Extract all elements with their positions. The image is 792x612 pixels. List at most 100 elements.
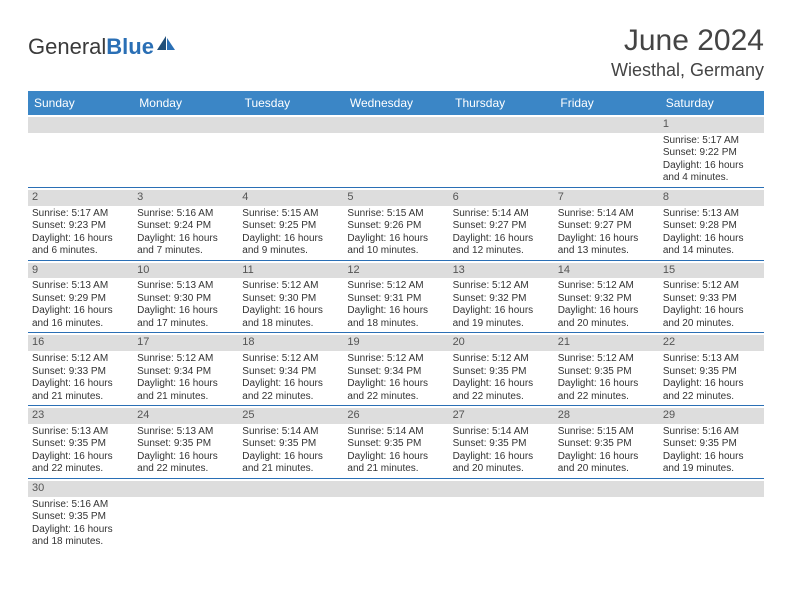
- daylight-text: Daylight: 16 hours and 22 minutes.: [347, 378, 444, 403]
- calendar-day: 11Sunrise: 5:12 AMSunset: 9:30 PMDayligh…: [238, 261, 343, 333]
- sunset-text: Sunset: 9:35 PM: [347, 438, 444, 451]
- brand-text-b: Blue: [106, 34, 154, 60]
- day-number: 1: [659, 117, 764, 133]
- day-number: 10: [133, 263, 238, 279]
- day-number: 26: [343, 408, 448, 424]
- daylight-text: Daylight: 16 hours and 12 minutes.: [453, 233, 550, 258]
- calendar-week: 30Sunrise: 5:16 AMSunset: 9:35 PMDayligh…: [28, 479, 764, 551]
- weekday-header: Monday: [132, 91, 237, 115]
- sunrise-text: Sunrise: 5:15 AM: [242, 208, 339, 221]
- sunrise-text: Sunrise: 5:13 AM: [663, 353, 760, 366]
- calendar-day-blank: [133, 479, 238, 551]
- calendar-day-blank: [238, 115, 343, 187]
- sunset-text: Sunset: 9:35 PM: [32, 438, 129, 451]
- calendar-day: 5Sunrise: 5:15 AMSunset: 9:26 PMDaylight…: [343, 188, 448, 260]
- daylight-text: Daylight: 16 hours and 7 minutes.: [137, 233, 234, 258]
- day-number: [449, 117, 554, 133]
- calendar-day: 1Sunrise: 5:17 AMSunset: 9:22 PMDaylight…: [659, 115, 764, 187]
- calendar-day: 16Sunrise: 5:12 AMSunset: 9:33 PMDayligh…: [28, 333, 133, 405]
- day-number: [238, 117, 343, 133]
- sunrise-text: Sunrise: 5:12 AM: [347, 280, 444, 293]
- calendar-week: 16Sunrise: 5:12 AMSunset: 9:33 PMDayligh…: [28, 333, 764, 406]
- daylight-text: Daylight: 16 hours and 18 minutes.: [347, 305, 444, 330]
- day-number: 17: [133, 335, 238, 351]
- sunrise-text: Sunrise: 5:17 AM: [32, 208, 129, 221]
- calendar-day: 24Sunrise: 5:13 AMSunset: 9:35 PMDayligh…: [133, 406, 238, 478]
- calendar-day: 20Sunrise: 5:12 AMSunset: 9:35 PMDayligh…: [449, 333, 554, 405]
- calendar-day-blank: [449, 479, 554, 551]
- day-number: 27: [449, 408, 554, 424]
- day-number: 2: [28, 190, 133, 206]
- sunrise-text: Sunrise: 5:16 AM: [137, 208, 234, 221]
- sunrise-text: Sunrise: 5:13 AM: [32, 280, 129, 293]
- sunset-text: Sunset: 9:35 PM: [663, 438, 760, 451]
- calendar-day-blank: [343, 115, 448, 187]
- day-number: 15: [659, 263, 764, 279]
- sunrise-text: Sunrise: 5:12 AM: [663, 280, 760, 293]
- calendar-day: 25Sunrise: 5:14 AMSunset: 9:35 PMDayligh…: [238, 406, 343, 478]
- location-label: Wiesthal, Germany: [611, 60, 764, 81]
- day-number: 8: [659, 190, 764, 206]
- sunrise-text: Sunrise: 5:13 AM: [137, 426, 234, 439]
- weekday-header-row: Sunday Monday Tuesday Wednesday Thursday…: [28, 91, 764, 115]
- weekday-header: Saturday: [659, 91, 764, 115]
- sunrise-text: Sunrise: 5:12 AM: [453, 353, 550, 366]
- daylight-text: Daylight: 16 hours and 21 minutes.: [242, 451, 339, 476]
- sunset-text: Sunset: 9:35 PM: [558, 438, 655, 451]
- day-number: 28: [554, 408, 659, 424]
- sunrise-text: Sunrise: 5:16 AM: [32, 499, 129, 512]
- sunrise-text: Sunrise: 5:14 AM: [347, 426, 444, 439]
- sunrise-text: Sunrise: 5:15 AM: [558, 426, 655, 439]
- day-number: 13: [449, 263, 554, 279]
- daylight-text: Daylight: 16 hours and 20 minutes.: [558, 451, 655, 476]
- day-number: [343, 117, 448, 133]
- sunset-text: Sunset: 9:28 PM: [663, 220, 760, 233]
- calendar-page: GeneralBlue June 2024 Wiesthal, Germany …: [0, 0, 792, 575]
- calendar-day-blank: [659, 479, 764, 551]
- weekday-header: Thursday: [448, 91, 553, 115]
- calendar-day: 30Sunrise: 5:16 AMSunset: 9:35 PMDayligh…: [28, 479, 133, 551]
- calendar-day-blank: [449, 115, 554, 187]
- sunset-text: Sunset: 9:32 PM: [558, 293, 655, 306]
- calendar-week: 23Sunrise: 5:13 AMSunset: 9:35 PMDayligh…: [28, 406, 764, 479]
- calendar-day: 3Sunrise: 5:16 AMSunset: 9:24 PMDaylight…: [133, 188, 238, 260]
- sunrise-text: Sunrise: 5:13 AM: [32, 426, 129, 439]
- day-number: 24: [133, 408, 238, 424]
- sunset-text: Sunset: 9:35 PM: [242, 438, 339, 451]
- daylight-text: Daylight: 16 hours and 22 minutes.: [32, 451, 129, 476]
- day-number: 5: [343, 190, 448, 206]
- calendar-day: 14Sunrise: 5:12 AMSunset: 9:32 PMDayligh…: [554, 261, 659, 333]
- daylight-text: Daylight: 16 hours and 22 minutes.: [453, 378, 550, 403]
- sunset-text: Sunset: 9:34 PM: [242, 366, 339, 379]
- sunrise-text: Sunrise: 5:15 AM: [347, 208, 444, 221]
- weekday-header: Wednesday: [343, 91, 448, 115]
- sunrise-text: Sunrise: 5:17 AM: [663, 135, 760, 148]
- daylight-text: Daylight: 16 hours and 19 minutes.: [663, 451, 760, 476]
- daylight-text: Daylight: 16 hours and 22 minutes.: [663, 378, 760, 403]
- sunrise-text: Sunrise: 5:14 AM: [558, 208, 655, 221]
- day-number: 21: [554, 335, 659, 351]
- calendar-day: 8Sunrise: 5:13 AMSunset: 9:28 PMDaylight…: [659, 188, 764, 260]
- day-number: 7: [554, 190, 659, 206]
- daylight-text: Daylight: 16 hours and 19 minutes.: [453, 305, 550, 330]
- calendar-day: 10Sunrise: 5:13 AMSunset: 9:30 PMDayligh…: [133, 261, 238, 333]
- day-number: [133, 481, 238, 497]
- sunrise-text: Sunrise: 5:12 AM: [558, 353, 655, 366]
- calendar-day: 9Sunrise: 5:13 AMSunset: 9:29 PMDaylight…: [28, 261, 133, 333]
- day-number: 16: [28, 335, 133, 351]
- calendar-day: 6Sunrise: 5:14 AMSunset: 9:27 PMDaylight…: [449, 188, 554, 260]
- day-number: 19: [343, 335, 448, 351]
- day-number: 22: [659, 335, 764, 351]
- day-number: 12: [343, 263, 448, 279]
- calendar-day: 29Sunrise: 5:16 AMSunset: 9:35 PMDayligh…: [659, 406, 764, 478]
- sunset-text: Sunset: 9:34 PM: [137, 366, 234, 379]
- daylight-text: Daylight: 16 hours and 13 minutes.: [558, 233, 655, 258]
- calendar-day: 7Sunrise: 5:14 AMSunset: 9:27 PMDaylight…: [554, 188, 659, 260]
- sunset-text: Sunset: 9:29 PM: [32, 293, 129, 306]
- calendar-day: 22Sunrise: 5:13 AMSunset: 9:35 PMDayligh…: [659, 333, 764, 405]
- day-number: [343, 481, 448, 497]
- calendar-week: 1Sunrise: 5:17 AMSunset: 9:22 PMDaylight…: [28, 115, 764, 188]
- calendar-day-blank: [554, 115, 659, 187]
- daylight-text: Daylight: 16 hours and 16 minutes.: [32, 305, 129, 330]
- sunrise-text: Sunrise: 5:13 AM: [137, 280, 234, 293]
